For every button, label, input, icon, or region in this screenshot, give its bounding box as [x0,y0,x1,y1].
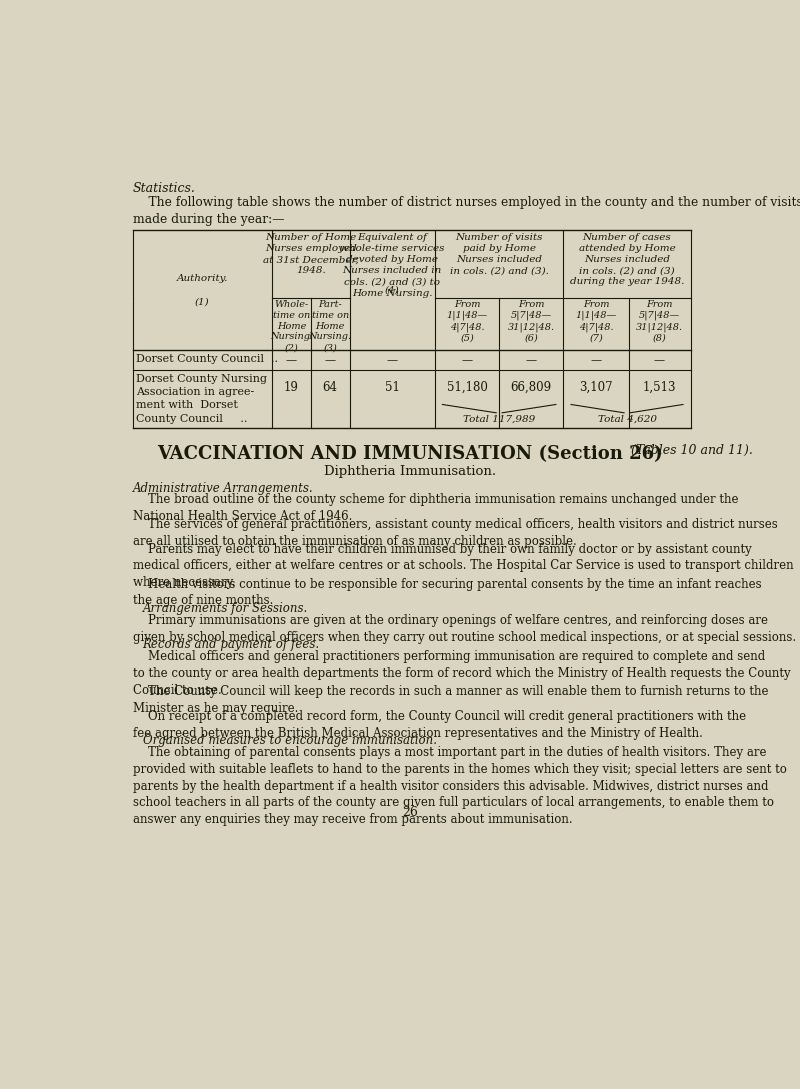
Text: Organised measures to encourage immunisation.: Organised measures to encourage immunisa… [142,734,437,747]
Text: Equivalent of
whole-time services
devoted by Home
Nurses included in
cols. (2) a: Equivalent of whole-time services devote… [340,233,445,297]
Text: From
5|7|48—
31|12|48.
(8): From 5|7|48— 31|12|48. (8) [636,301,683,342]
Text: Parents may elect to have their children immunised by their own family doctor or: Parents may elect to have their children… [133,542,793,589]
Text: —: — [462,355,473,365]
Text: Dorset County Council  ..: Dorset County Council .. [137,354,278,364]
Text: Administrative Arrangements.: Administrative Arrangements. [133,481,313,494]
Text: The broad outline of the county scheme for diphtheria immunisation remains uncha: The broad outline of the county scheme f… [133,493,738,523]
Text: Arrangements for Sessions.: Arrangements for Sessions. [142,602,308,615]
Text: VACCINATION AND IMMUNISATION (Section 26): VACCINATION AND IMMUNISATION (Section 26… [157,444,663,463]
Text: Health visitors continue to be responsible for securing parental consents by the: Health visitors continue to be responsib… [133,577,761,608]
Text: 26: 26 [402,806,418,819]
Text: From
5|7|48—
31|12|48.
(6): From 5|7|48— 31|12|48. (6) [508,301,555,342]
Text: Part-
time on
Home
Nursing.
(3): Part- time on Home Nursing. (3) [309,301,352,352]
Text: The services of general practitioners, assistant county medical officers, health: The services of general practitioners, a… [133,518,778,548]
Text: Total 4,620: Total 4,620 [598,415,657,424]
Text: 1,513: 1,513 [643,380,676,393]
Text: Records and payment of fees.: Records and payment of fees. [142,638,320,651]
Text: 66,809: 66,809 [510,380,552,393]
Text: —: — [386,355,398,365]
Text: 19: 19 [284,380,299,393]
Text: Diphtheria Immunisation.: Diphtheria Immunisation. [324,465,496,478]
Text: Authority.

(1): Authority. (1) [177,273,228,306]
Text: —: — [286,355,297,365]
Text: The County Council will keep the records in such a manner as will enable them to: The County Council will keep the records… [133,685,768,714]
Text: Statistics.: Statistics. [133,182,195,195]
Text: (4): (4) [385,285,399,294]
Text: 3,107: 3,107 [579,380,613,393]
Text: Dorset County Nursing
Association in agree-
ment with  Dorset
County Council    : Dorset County Nursing Association in agr… [137,374,267,424]
Text: Number of visits
paid by Home
Nurses included
in cols. (2) and (3).: Number of visits paid by Home Nurses inc… [450,233,549,276]
Text: Total 117,989: Total 117,989 [463,415,535,424]
Text: From
1|1|48—
4|7|48.
(7): From 1|1|48— 4|7|48. (7) [575,301,617,342]
Text: The following table shows the number of district nurses employed in the county a: The following table shows the number of … [133,196,800,227]
Text: 51,180: 51,180 [446,380,487,393]
Text: The obtaining of parental consents plays a most important part in the duties of : The obtaining of parental consents plays… [133,746,786,827]
Text: —: — [590,355,602,365]
Text: Number of cases
attended by Home
Nurses included
in cols. (2) and (3)
during the: Number of cases attended by Home Nurses … [570,233,684,286]
Text: —: — [526,355,537,365]
Text: From
1|1|48—
4|7|48.
(5): From 1|1|48— 4|7|48. (5) [446,301,487,342]
Text: On receipt of a completed record form, the County Council will credit general pr: On receipt of a completed record form, t… [133,710,746,739]
Text: Primary immunisations are given at the ordinary openings of welfare centres, and: Primary immunisations are given at the o… [133,614,796,644]
Text: 51: 51 [385,380,400,393]
Text: (Tables 10 and 11).: (Tables 10 and 11). [631,444,753,457]
Text: Number of Home
Nurses employed
at 31st December,
1948.: Number of Home Nurses employed at 31st D… [263,233,358,276]
Text: Whole-
time on
Home
Nursing.
(2): Whole- time on Home Nursing. (2) [270,301,313,352]
Text: —: — [654,355,665,365]
Text: 64: 64 [322,380,338,393]
Text: —: — [325,355,336,365]
Text: Medical officers and general practitioners performing immunisation are required : Medical officers and general practitione… [133,650,790,697]
